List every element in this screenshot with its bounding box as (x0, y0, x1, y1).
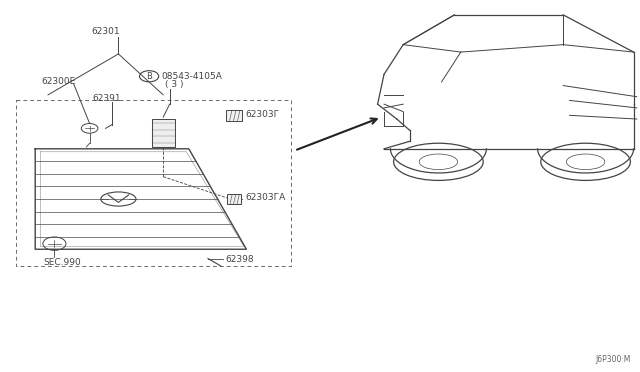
Text: B: B (146, 72, 152, 81)
Text: 62301: 62301 (92, 27, 120, 36)
Text: 62398: 62398 (225, 255, 254, 264)
Bar (152, 119, 175, 147)
Text: 62303Г: 62303Г (245, 110, 279, 119)
Bar (226, 110, 242, 121)
Text: 62391: 62391 (93, 94, 122, 103)
Text: J6P300·M: J6P300·M (595, 355, 630, 364)
Text: ( 3 ): ( 3 ) (165, 80, 184, 89)
Text: SEC.990: SEC.990 (44, 258, 81, 267)
Text: 62303ГA: 62303ГA (245, 193, 285, 202)
Bar (227, 194, 241, 203)
Text: 62300E: 62300E (42, 77, 76, 86)
Text: 08543-4105A: 08543-4105A (161, 72, 222, 81)
